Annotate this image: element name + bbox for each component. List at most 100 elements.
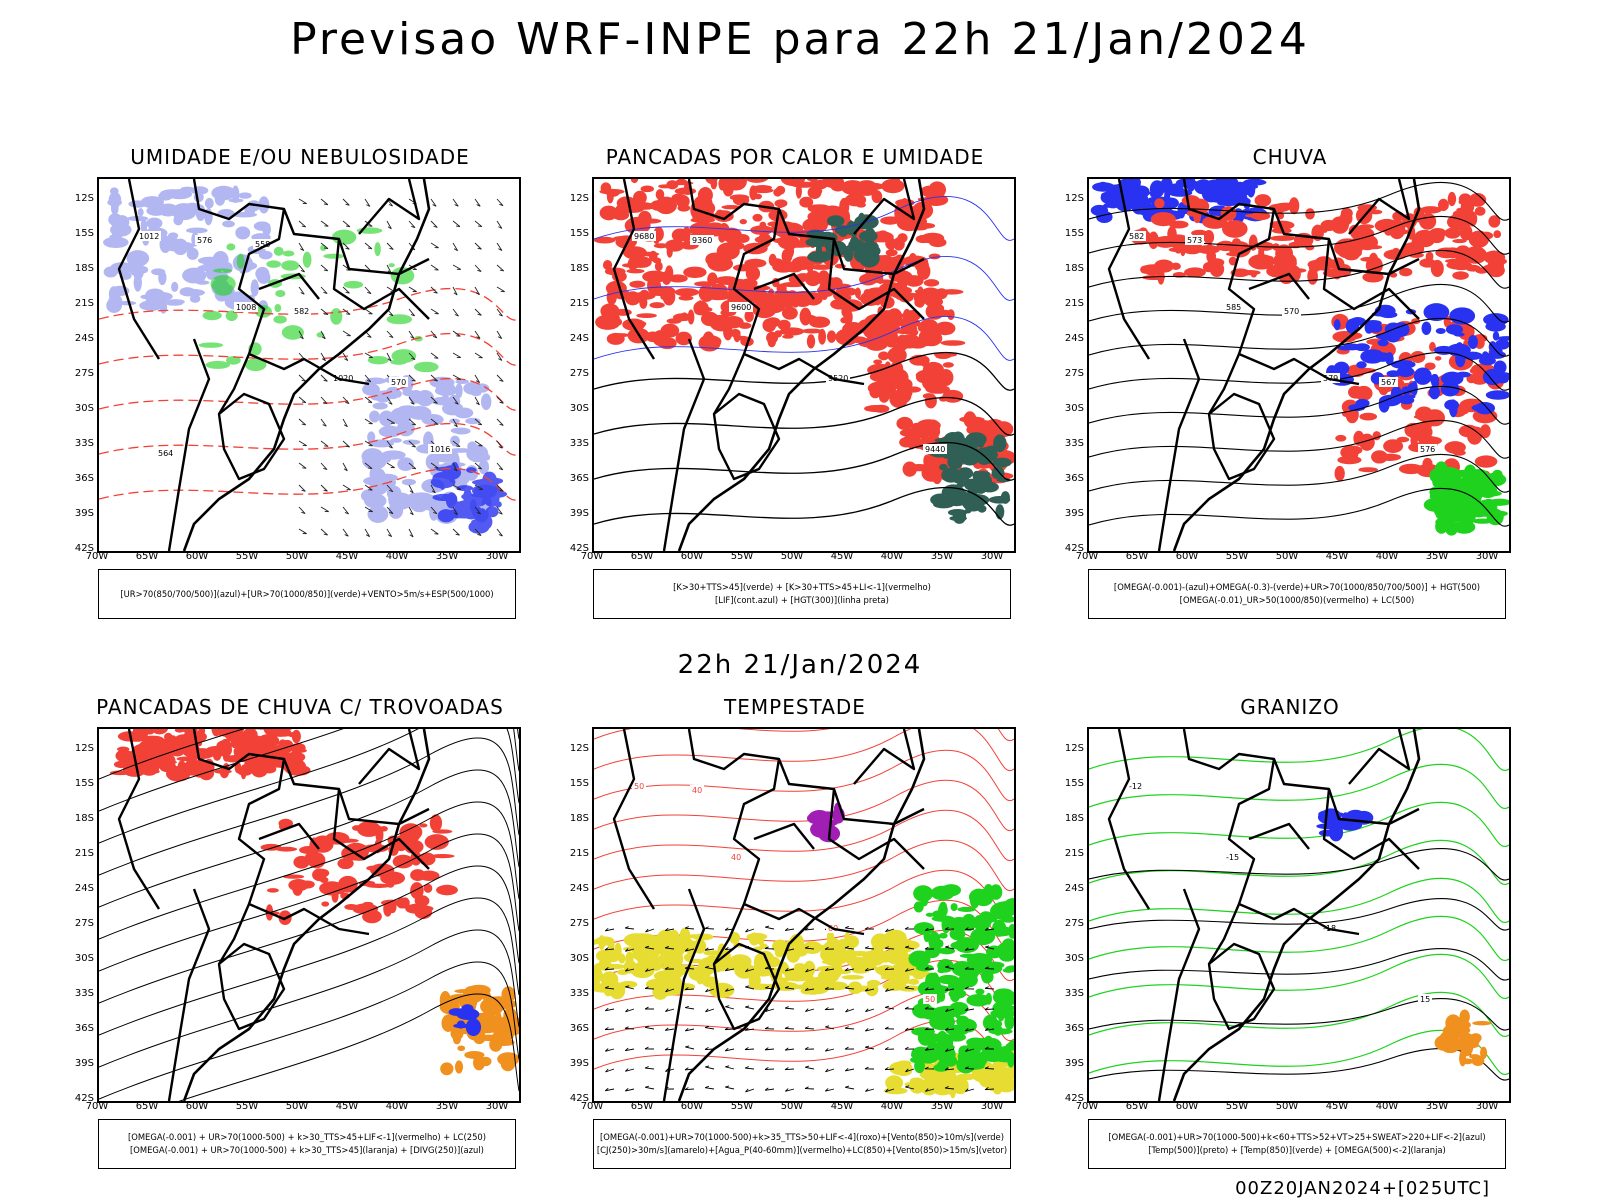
- wind-arrow: [704, 1085, 715, 1090]
- shade-cell: [1202, 215, 1228, 229]
- contour-line: [1089, 215, 1509, 255]
- field-shading: [930, 431, 1012, 524]
- shade-cell: [1007, 1051, 1014, 1068]
- coastline: [1172, 179, 1421, 551]
- shade-cell: [1440, 495, 1463, 513]
- label-bg: [1282, 306, 1301, 316]
- shade-cell: [718, 232, 726, 243]
- shade-cell: [1377, 339, 1389, 347]
- label-bg: [389, 377, 408, 387]
- contour-label: 40: [731, 853, 741, 862]
- shade-cell: [817, 968, 837, 985]
- shade-cell: [727, 179, 747, 191]
- wind-arrow: [320, 440, 329, 447]
- contour-line: [1089, 1048, 1509, 1081]
- lat-tick-label: 42S: [1064, 543, 1084, 554]
- map-svg: [99, 729, 519, 1101]
- shade-cell: [971, 967, 978, 978]
- shade-cell: [1383, 439, 1404, 453]
- shade-cell: [1096, 210, 1113, 224]
- map[interactable]: 1012 1008 1020 1016 576 582 570 564 558: [97, 177, 521, 553]
- shade-cell: [948, 988, 967, 999]
- contour-line: [1089, 991, 1509, 1038]
- shade-cell: [475, 484, 502, 499]
- wind-arrow: [864, 1066, 875, 1070]
- lat-tick-label: 15S: [74, 228, 94, 239]
- lon-tick-label: 60W: [680, 1101, 704, 1112]
- shade-cell: [140, 294, 158, 300]
- wind-arrow: [452, 374, 462, 380]
- wind-arrow: [784, 1026, 795, 1030]
- wind-arrow: [430, 418, 439, 425]
- shade-cell: [851, 336, 868, 344]
- shade-cell: [801, 328, 823, 334]
- shade-cell: [1340, 207, 1353, 219]
- lat-tick-label: 21S: [569, 848, 589, 859]
- wind-arrow: [430, 264, 439, 271]
- label-bg: [1321, 923, 1340, 933]
- shade-cell: [776, 201, 784, 209]
- wind-arrow: [965, 1088, 975, 1092]
- lon-tick-label: 55W: [235, 551, 259, 562]
- shade-cell: [885, 1075, 904, 1091]
- map[interactable]: 9680 9600 9520 9440 9360: [592, 177, 1016, 553]
- shade-cell: [302, 251, 312, 268]
- wind-arrow: [945, 1008, 955, 1013]
- map[interactable]: 50 40 60 50 40: [592, 727, 1016, 1103]
- lon-tick-label: 45W: [830, 551, 854, 562]
- wind-arrow: [884, 1026, 895, 1030]
- contour-label: 1008: [236, 303, 256, 312]
- contour-label: 570: [391, 378, 406, 387]
- shade-cell: [1378, 453, 1402, 461]
- shade-cell: [400, 897, 410, 909]
- shade-cell: [723, 179, 733, 187]
- field-shading: [1090, 179, 1268, 224]
- wind-arrow: [844, 1046, 855, 1050]
- map[interactable]: 582 585 579 576 573 570 567: [1087, 177, 1511, 553]
- map[interactable]: [97, 727, 521, 1103]
- shade-cell: [645, 331, 661, 343]
- shade-cell: [772, 939, 789, 954]
- shade-cell: [796, 942, 804, 952]
- shade-cell: [768, 253, 777, 267]
- contour-line: [1089, 953, 1509, 1000]
- wind-arrow: [864, 1028, 875, 1032]
- shade-cell: [465, 417, 481, 425]
- wind-arrow: [604, 927, 615, 932]
- wind-arrow: [885, 928, 895, 933]
- wind-arrow: [298, 440, 307, 447]
- shade-cell: [664, 986, 683, 996]
- shade-cell: [993, 1024, 1003, 1036]
- shade-cell: [654, 955, 674, 963]
- shade-cell: [626, 268, 645, 274]
- shade-cell: [914, 289, 927, 294]
- streamline: [99, 769, 519, 908]
- lat-tick-label: 27S: [569, 918, 589, 929]
- shade-cell: [774, 330, 783, 338]
- border-line: [1322, 788, 1420, 870]
- map[interactable]: -12 -15 -18 15: [1087, 727, 1511, 1103]
- shade-cell: [594, 236, 616, 244]
- wind-arrow: [298, 462, 307, 469]
- wind-arrow: [744, 1027, 755, 1031]
- contour-line: [1089, 801, 1509, 848]
- shade-cell: [222, 220, 235, 228]
- shade-cell: [281, 325, 304, 340]
- wind-arrow: [645, 928, 655, 933]
- shade-cell: [991, 466, 1005, 480]
- field-shading: [863, 286, 966, 413]
- shade-cell: [1201, 185, 1221, 203]
- wind-arrow: [474, 264, 482, 272]
- wind-arrow: [408, 220, 416, 229]
- wind-arrow: [452, 242, 459, 252]
- shade-cell: [1453, 332, 1465, 337]
- wind-arrow: [408, 286, 417, 293]
- shade-cell: [1495, 377, 1509, 384]
- shade-cell: [855, 180, 878, 196]
- wind-arrow: [705, 988, 715, 993]
- shade-cell: [943, 488, 969, 502]
- shade-cell: [739, 218, 747, 225]
- lon-tick-label: 50W: [780, 1101, 804, 1112]
- shade-cell: [1493, 230, 1502, 239]
- lat-tick-label: 24S: [1064, 883, 1084, 894]
